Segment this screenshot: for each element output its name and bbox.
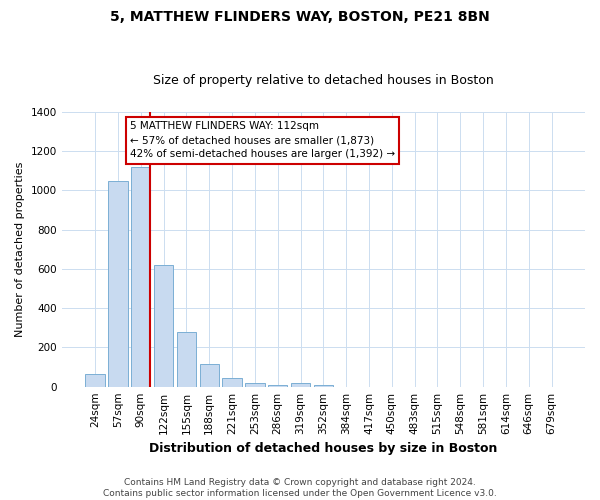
- Text: Contains HM Land Registry data © Crown copyright and database right 2024.
Contai: Contains HM Land Registry data © Crown c…: [103, 478, 497, 498]
- Bar: [223, 378, 242, 386]
- Bar: [268, 384, 287, 386]
- Text: 5, MATTHEW FLINDERS WAY, BOSTON, PE21 8BN: 5, MATTHEW FLINDERS WAY, BOSTON, PE21 8B…: [110, 10, 490, 24]
- Title: Size of property relative to detached houses in Boston: Size of property relative to detached ho…: [153, 74, 494, 87]
- Bar: [291, 383, 310, 386]
- Text: 5 MATTHEW FLINDERS WAY: 112sqm
← 57% of detached houses are smaller (1,873)
42% : 5 MATTHEW FLINDERS WAY: 112sqm ← 57% of …: [130, 122, 395, 160]
- Bar: [108, 181, 128, 386]
- Bar: [177, 332, 196, 386]
- Bar: [85, 374, 105, 386]
- Y-axis label: Number of detached properties: Number of detached properties: [15, 162, 25, 337]
- Bar: [245, 383, 265, 386]
- Bar: [154, 264, 173, 386]
- X-axis label: Distribution of detached houses by size in Boston: Distribution of detached houses by size …: [149, 442, 497, 455]
- Bar: [131, 167, 151, 386]
- Bar: [200, 364, 219, 386]
- Bar: [314, 384, 333, 386]
